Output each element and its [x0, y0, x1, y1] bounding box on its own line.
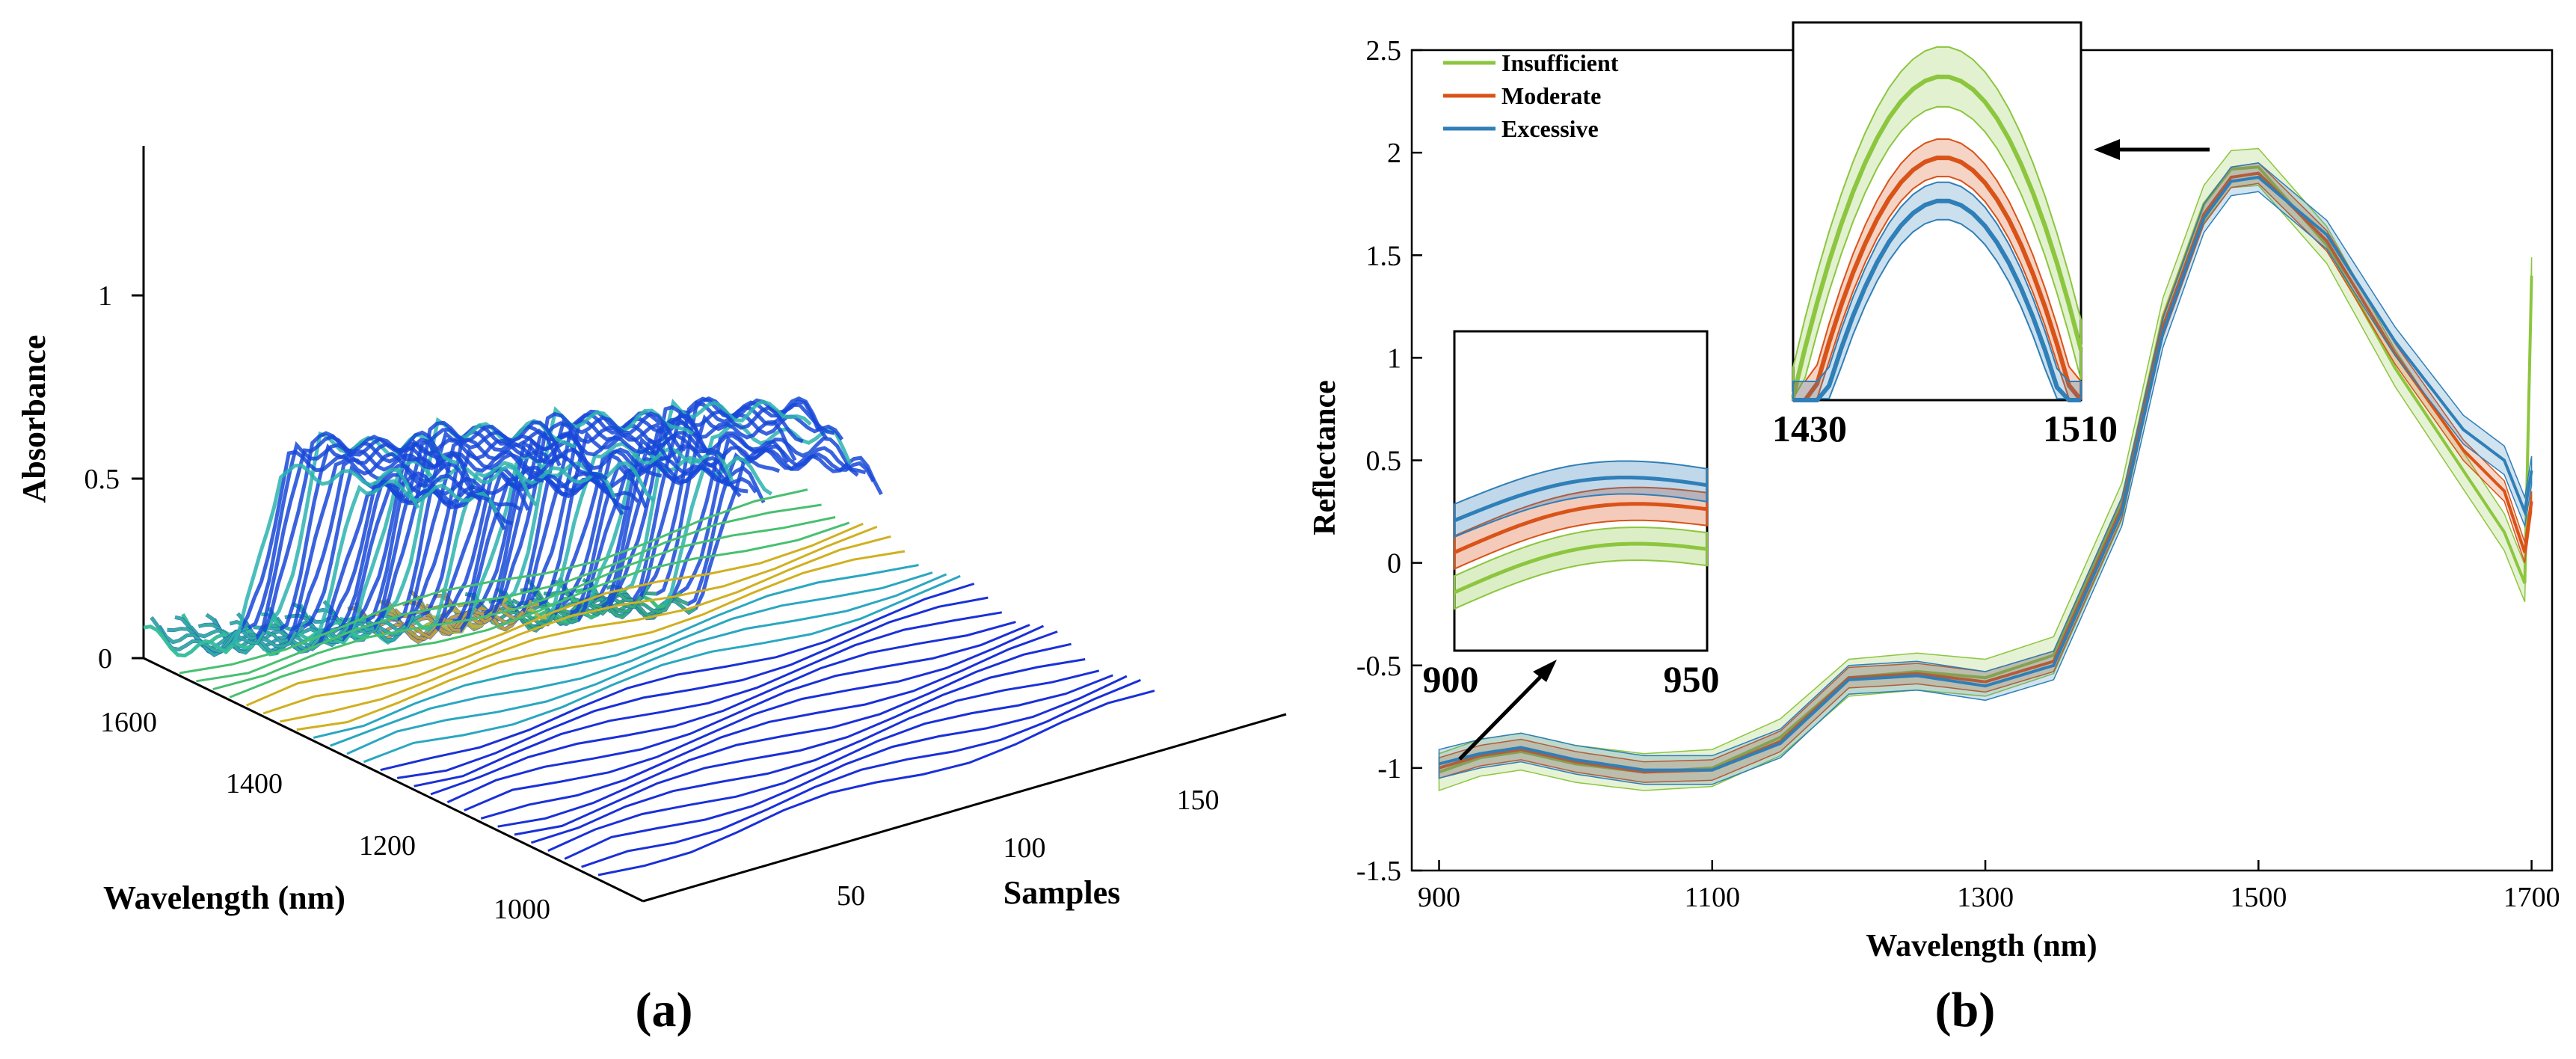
inset-1430-1510: 1430 1510 — [1772, 21, 2210, 449]
contour-line — [597, 690, 1155, 877]
inset-band-insufficient — [1454, 527, 1708, 610]
inset-tick-label: 900 — [1423, 658, 1479, 700]
contour-line — [547, 674, 1113, 852]
inset-tick-label: 1510 — [2043, 408, 2118, 449]
inset-tick-label: 950 — [1664, 658, 1720, 700]
y-tick-label: 1 — [1387, 343, 1401, 374]
samples-tick-label: 100 — [1003, 832, 1046, 864]
x-tick-label: 1700 — [2503, 882, 2560, 913]
x-tick-label: 1300 — [1957, 882, 2014, 913]
x-tick-label: 1100 — [1684, 882, 1740, 913]
panel-a-surface-plot: 0 0.5 1 Absorbance 1600 1400 1200 1000 W… — [16, 146, 1287, 1037]
contour-line — [564, 675, 1128, 860]
samples-axis-line — [642, 713, 1287, 903]
contour-floor — [179, 488, 1155, 877]
inset-series-insufficient — [1791, 74, 2083, 399]
band-excessive — [1438, 162, 2533, 785]
legend-label-insufficient: Insufficient — [1501, 49, 1619, 76]
contour-line — [246, 522, 864, 707]
contour-line — [212, 516, 836, 691]
contour-line — [179, 488, 808, 675]
panel-b-series — [1438, 147, 2533, 792]
contour-line — [414, 611, 1003, 788]
contour-line — [196, 503, 822, 683]
arrowhead — [1533, 660, 1557, 682]
x-tick-label: 1500 — [2230, 882, 2287, 913]
contour-line — [581, 678, 1141, 868]
inset-pointer-arrow — [1458, 668, 1549, 761]
z-tick-label: 1 — [98, 280, 112, 312]
y-tick-label: 2.5 — [1366, 35, 1402, 67]
contour-line — [514, 658, 1086, 836]
samples-tick-label: 150 — [1177, 785, 1220, 816]
inset-band-moderate — [1454, 486, 1708, 571]
inset-series-insufficient — [1453, 541, 1708, 595]
contour-line — [330, 571, 933, 747]
contour-line — [446, 624, 1030, 804]
z-axis-ticks: 0 0.5 1 — [84, 280, 144, 675]
y-tick-label: 1.5 — [1366, 240, 1402, 271]
z-tick-label: 0.5 — [84, 464, 120, 495]
contour-line — [313, 564, 919, 739]
x-axis-label: Wavelength (nm) — [1866, 929, 2097, 963]
y-tick-label: 0.5 — [1366, 446, 1402, 477]
inset-900-950: 900 950 — [1423, 330, 1720, 761]
contour-line — [464, 624, 1045, 811]
legend-label-moderate: Moderate — [1501, 82, 1601, 109]
surface-ridge — [143, 624, 234, 657]
inset-series-moderate — [1793, 155, 2083, 402]
panel-label-b: (b) — [1935, 983, 1996, 1037]
contour-line — [430, 621, 1016, 796]
wavelength-tick-label: 1400 — [226, 768, 283, 799]
panel-b-ticks: 900 1100 1300 1500 1700 -1.5 -1 -0.5 0 0.5 1 1.5 2 2.… — [1356, 35, 2560, 913]
inset-band-excessive — [1454, 460, 1708, 538]
z-tick-label: 0 — [98, 643, 112, 675]
y-axis-label: Reflectance — [1308, 380, 1342, 535]
wavelength-axis-line — [143, 657, 644, 903]
contour-line — [497, 642, 1072, 828]
inset-series-moderate — [1453, 502, 1708, 554]
samples-axis-label: Samples — [1003, 874, 1120, 911]
wavelength-tick-label: 1200 — [359, 830, 416, 862]
contour-line — [363, 574, 961, 764]
wavelength-axis-label: Wavelength (nm) — [103, 880, 345, 916]
samples-axis-ticks: 50 100 150 — [837, 785, 1220, 912]
y-tick-label: -0.5 — [1356, 651, 1401, 682]
contour-line — [380, 583, 975, 772]
contour-line — [229, 521, 850, 699]
contour-line — [296, 550, 906, 731]
series-moderate — [1438, 171, 2533, 774]
legend-label-excessive: Excessive — [1501, 115, 1599, 142]
wavelength-tick-label: 1000 — [494, 894, 550, 925]
series-excessive — [1439, 175, 2533, 772]
contour-line — [530, 669, 1100, 844]
wavelength-axis-ticks: 1600 1400 1200 1000 — [100, 707, 550, 925]
y-tick-label: -1 — [1377, 753, 1401, 785]
panel-b-line-plot: 900 1100 1300 1500 1700 -1.5 -1 -0.5 0 0.5 1 1.5 2 2.… — [1308, 21, 2560, 1037]
y-tick-label: 2 — [1387, 138, 1401, 169]
inset-frame — [1453, 330, 1709, 652]
x-tick-label: 900 — [1418, 882, 1460, 913]
inset-tick-label: 1430 — [1772, 408, 1847, 449]
surface-ridge — [174, 616, 266, 651]
contour-line — [346, 573, 947, 755]
z-axis-label: Absorbance — [16, 335, 52, 503]
y-tick-label: 0 — [1387, 548, 1401, 580]
arrowhead — [2094, 139, 2120, 160]
inset-series-excessive — [1793, 198, 2081, 402]
contour-line — [280, 535, 891, 723]
wavelength-tick-label: 1600 — [100, 707, 157, 738]
contour-line — [480, 630, 1058, 820]
contour-line — [396, 596, 989, 779]
samples-tick-label: 50 — [837, 880, 865, 912]
legend: Insufficient Moderate Excessive — [1443, 49, 1619, 142]
inset-series-excessive — [1454, 476, 1708, 523]
y-tick-label: -1.5 — [1356, 856, 1401, 887]
absorbance-surface — [143, 396, 883, 658]
contour-line — [262, 526, 878, 715]
panel-label-a: (a) — [636, 983, 693, 1037]
